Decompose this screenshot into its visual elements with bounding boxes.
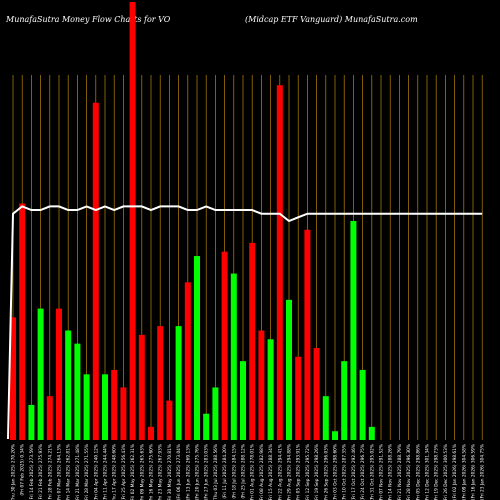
- x-tick-label: (Fri 07 Feb 2025) 0.34%: [20, 444, 26, 496]
- x-tick-label: (Fri 15 Aug 2025) 288.34%: [268, 444, 274, 500]
- x-tick-label: (Fri 07 Nov 2025) 291.52%: [379, 444, 385, 500]
- money-flow-bar: [230, 273, 237, 440]
- x-tick-label: (Fri 24 Oct 2025) 296.75%: [360, 444, 366, 500]
- x-tick-label: (Fri 29 Aug 2025) 294.88%: [287, 444, 293, 500]
- x-tick-label: (Fri 02 May 2025) 262.31%: [130, 444, 136, 500]
- x-tick-label: (Fri 17 Oct 2025) 292.46%: [351, 444, 357, 500]
- money-flow-bar: [10, 317, 16, 440]
- money-flow-bar: [258, 330, 265, 440]
- money-flow-bar: [138, 334, 145, 440]
- x-tick-label: (Fri 14 Feb 2025) 273.59%: [29, 444, 35, 500]
- x-tick-label: (Fri 16 May 2025) 275.60%: [149, 444, 155, 500]
- x-tick-label: (Fri 14 Mar 2025) 262.81%: [66, 444, 72, 500]
- x-tick-label: (Fri 06 Jun 2025) 273.04%: [176, 444, 182, 500]
- x-tick-label: (Fri 16 Jan 2026) 306.59%: [471, 444, 477, 500]
- x-tick-label: (Thu 17 Apr 2025) 248.60%: [112, 444, 118, 500]
- x-tick-label: (Fri 21 Nov 2025) 288.79%: [397, 444, 403, 500]
- x-tick-label: (Fri 08 Aug 2025) 282.98%: [259, 444, 265, 500]
- x-tick-label: (Fri 23 Jan 2026) 304.75%: [480, 444, 486, 500]
- x-tick-label: (Fri 22 Aug 2025) 294.41%: [277, 444, 283, 500]
- x-tick-label: (Fri 28 Feb 2025) 274.21%: [47, 444, 53, 500]
- x-tick-label: (Fri 25 Jul 2025) 288.12%: [241, 444, 247, 499]
- x-tick-label: (Fri 21 Feb 2025) 275.93%: [38, 444, 44, 500]
- x-tick-label: (Fri 28 Mar 2025) 271.55%: [84, 444, 90, 500]
- money-flow-bar: [102, 374, 108, 440]
- x-tick-label: (Fri 19 Dec 2025) 298.73%: [434, 444, 440, 500]
- money-flow-bar: [359, 369, 366, 440]
- money-flow-bar: [157, 326, 164, 440]
- money-flow-bars: [10, 2, 375, 441]
- x-tick-label: (Fri 27 Jun 2025) 283.03%: [204, 444, 210, 500]
- chart-title-right: (Midcap ETF Vanguard) MunafaSutra.com: [245, 15, 418, 24]
- x-tick-label: (Fri 31 Oct 2025) 295.02%: [369, 444, 375, 500]
- x-tick-label: (Fri 26 Sep 2025) 296.03%: [323, 444, 329, 500]
- money-flow-bar: [350, 221, 357, 440]
- money-flow-bar: [341, 361, 348, 440]
- x-tick-label: (Fri 07 Mar 2025) 264.13%: [57, 444, 63, 500]
- x-tick-label: (Fri 11 Jul 2025) 284.20%: [222, 444, 228, 499]
- money-flow-bar: [221, 251, 228, 440]
- money-flow-bar: [120, 387, 127, 440]
- money-flow-bar: [56, 308, 62, 440]
- x-tick-label: (Fri 30 May 2025) 270.81%: [167, 444, 173, 500]
- money-flow-bar: [166, 400, 173, 440]
- x-tick-label: (Fri 12 Sep 2025) 295.72%: [305, 444, 311, 500]
- money-flow-bar: [37, 308, 44, 440]
- money-flow-bar: [65, 330, 72, 440]
- x-tick-label: (Fri 19 Sep 2025) 298.26%: [314, 444, 320, 500]
- x-tick-label: (Fri 11 Apr 2025) 244.44%: [103, 444, 109, 500]
- money-flow-bar: [19, 203, 26, 440]
- x-tick-label: (Fri 12 Dec 2025) 301.34%: [425, 444, 431, 500]
- money-flow-bar: [203, 413, 210, 440]
- x-tick-label: (Fri 03 Oct 2025) 298.60%: [333, 444, 339, 500]
- x-tick-label: (Fri 10 Oct 2025) 287.35%: [342, 444, 348, 500]
- money-flow-bar: [295, 356, 302, 440]
- x-tick-label: (Fri 05 Dec 2025) 298.86%: [415, 444, 421, 500]
- money-flow-bar: [304, 229, 311, 440]
- x-tick-label: (Thu 03 Jul 2025) 288.56%: [213, 444, 219, 500]
- money-flow-bar: [286, 299, 292, 440]
- x-tick-label: (Fri 05 Sep 2025) 293.91%: [296, 444, 302, 500]
- x-axis-labels: (Thu 30 Jan 2025) 270.20% (Fri 07 Feb 202…: [11, 444, 486, 500]
- money-flow-bar: [276, 85, 283, 440]
- money-flow-bar: [175, 326, 182, 440]
- x-tick-label: (Fri 25 Apr 2025) 256.43%: [121, 444, 127, 500]
- x-tick-label: (Fri 09 Jan 2026) 304.58%: [461, 444, 467, 500]
- x-tick-label: (Fri 21 Mar 2025) 271.48%: [75, 444, 81, 500]
- x-tick-label: (Fri 14 Nov 2025) 288.26%: [388, 444, 394, 500]
- money-flow-bar: [148, 426, 154, 440]
- money-flow-bar: [368, 426, 375, 440]
- money-flow-bar: [111, 369, 118, 440]
- money-flow-bar: [83, 374, 90, 440]
- money-flow-bar: [332, 431, 338, 440]
- money-flow-bar: [28, 404, 35, 440]
- money-flow-bar: [267, 339, 274, 440]
- price-line: [7, 205, 483, 440]
- money-flow-bar: [322, 396, 329, 440]
- money-flow-bar: [212, 387, 219, 440]
- money-flow-bar: [129, 2, 136, 440]
- money-flow-bar: [74, 343, 81, 440]
- x-tick-label: (Fri 09 May 2025) 265.63%: [139, 444, 145, 500]
- x-tick-label: (Fri 28 Nov 2025) 296.30%: [406, 444, 412, 500]
- money-flow-bar: [46, 396, 53, 440]
- x-tick-label: (Fri 18 Jul 2025) 284.15%: [231, 444, 237, 499]
- x-tick-label: (Fri 01 Aug 2025) 278.01%: [250, 444, 256, 500]
- x-tick-label: (Fri 13 Jun 2025) 269.13%: [185, 444, 191, 500]
- x-tick-label: (Fri 23 May 2025) 267.93%: [158, 444, 164, 500]
- chart-title-left: MunafaSutra Money Flow Charts for VO: [5, 15, 171, 24]
- money-flow-bar: [240, 361, 246, 440]
- money-flow-bar: [92, 102, 99, 441]
- x-tick-label: (Fri 20 Jun 2025) 275.76%: [195, 444, 201, 500]
- money-flow-bar: [313, 348, 320, 440]
- x-tick-label: (Fri 04 Apr 2025) 240.12%: [93, 444, 99, 500]
- x-tick-label: (Thu 30 Jan 2025) 270.20%: [11, 444, 17, 500]
- money-flow-bar: [249, 242, 256, 440]
- x-tick-label: (Fri 02 Jan 2026) 298.61%: [452, 444, 458, 500]
- money-flow-bar: [184, 282, 191, 440]
- x-tick-label: (Fri 26 Dec 2025) 300.53%: [443, 444, 449, 500]
- money-flow-bar: [194, 256, 200, 440]
